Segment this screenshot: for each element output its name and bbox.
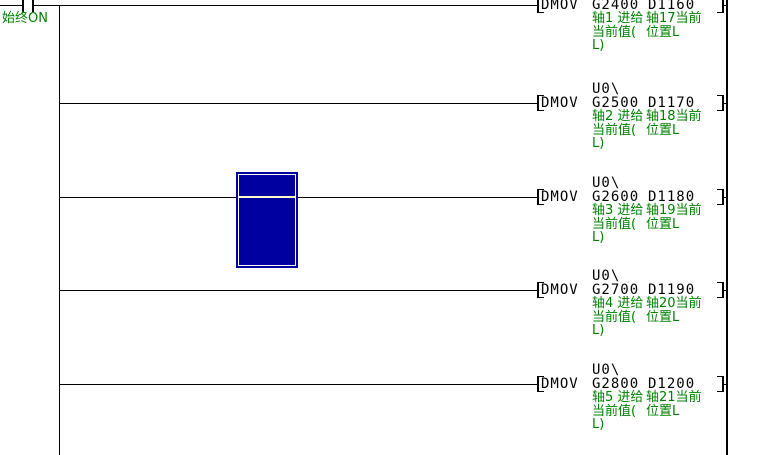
dest-operand[interactable]: D1180 [648, 189, 696, 205]
comment-line: 位置L [646, 24, 680, 40]
instruction-left-bracket [537, 189, 544, 205]
instruction-mnemonic[interactable]: DMOV [541, 95, 579, 111]
source-operand[interactable]: G2600 [592, 189, 640, 205]
instruction-left-bracket [537, 282, 544, 298]
source-device-comment: 轴3 进给 当前值( L) [592, 204, 648, 245]
comment-line: 轴3 进给 [592, 203, 644, 218]
contact-comment-label: 始终ON [2, 11, 48, 26]
source-device-comment: 轴2 进给 当前值( L) [592, 110, 648, 151]
source-operand[interactable]: G2400 [592, 0, 640, 13]
source-device-comment: 轴4 进给 当前值( L) [592, 297, 648, 338]
comment-line: 轴17当前 [646, 11, 702, 26]
source-operand[interactable]: G2800 [592, 376, 640, 392]
dest-device-comment: 轴21当前 位置L [646, 391, 720, 418]
comment-line: 位置L [646, 122, 680, 138]
edit-cursor[interactable] [236, 172, 298, 268]
contact-symbol[interactable] [32, 0, 34, 12]
instruction-left-bracket [537, 95, 544, 111]
comment-line: 轴4 进给 [592, 296, 644, 311]
instruction-left-bracket [537, 0, 544, 13]
comment-line: 当前值( [592, 122, 637, 138]
source-operand[interactable]: G2500 [592, 95, 640, 111]
comment-line: 位置L [646, 403, 680, 419]
dest-device-comment: 轴19当前 位置L [646, 204, 720, 231]
instruction-mnemonic[interactable]: DMOV [541, 189, 579, 205]
comment-line: L) [592, 417, 605, 432]
source-device-comment: 轴1 进给 当前值( L) [592, 12, 648, 53]
rung-wire [59, 5, 537, 6]
wire-segment [722, 290, 727, 291]
instruction-right-bracket [717, 0, 724, 13]
edit-cursor-inner-border [238, 174, 296, 266]
comment-line: L) [592, 230, 605, 245]
dest-operand[interactable]: D1200 [648, 376, 696, 392]
comment-line: 当前值( [592, 24, 637, 40]
contact-symbol[interactable] [22, 0, 24, 12]
comment-line: 轴19当前 [646, 203, 702, 218]
wire-segment [722, 197, 727, 198]
dest-operand[interactable]: D1170 [648, 95, 696, 111]
comment-line: L) [592, 323, 605, 338]
instruction-mnemonic[interactable]: DMOV [541, 376, 579, 392]
comment-line: 位置L [646, 309, 680, 325]
comment-line: 轴1 进给 [592, 11, 644, 26]
comment-line: L) [592, 38, 605, 53]
unit-prefix-label: U0\ [592, 268, 621, 284]
dest-device-comment: 轴20当前 位置L [646, 297, 720, 324]
branch-vertical-wire [59, 5, 60, 455]
comment-line: L) [592, 136, 605, 151]
source-operand[interactable]: G2700 [592, 282, 640, 298]
dest-operand[interactable]: D1190 [648, 282, 696, 298]
comment-line: 位置L [646, 216, 680, 232]
rung-wire [59, 197, 537, 198]
unit-prefix-label: U0\ [592, 175, 621, 191]
comment-line: 轴5 进给 [592, 390, 644, 405]
instruction-mnemonic[interactable]: DMOV [541, 0, 579, 13]
dest-device-comment: 轴17当前 位置L [646, 12, 720, 39]
wire-segment [0, 5, 22, 6]
comment-line: 当前值( [592, 309, 637, 325]
wire-segment [34, 5, 59, 6]
comment-line: 当前值( [592, 216, 637, 232]
comment-line: 当前值( [592, 403, 637, 419]
comment-line: 轴18当前 [646, 109, 702, 124]
comment-line: 轴2 进给 [592, 109, 644, 124]
rung-wire [59, 290, 537, 291]
instruction-mnemonic[interactable]: DMOV [541, 282, 579, 298]
dest-device-comment: 轴18当前 位置L [646, 110, 720, 137]
right-power-rail [726, 0, 728, 455]
dest-operand[interactable]: D1160 [648, 0, 696, 13]
rung-wire [59, 103, 537, 104]
unit-prefix-label: U0\ [592, 81, 621, 97]
unit-prefix-label: U0\ [592, 362, 621, 378]
wire-segment [722, 5, 727, 6]
instruction-left-bracket [537, 376, 544, 392]
source-device-comment: 轴5 进给 当前值( L) [592, 391, 648, 432]
edit-cursor-wire-highlight [239, 196, 295, 198]
comment-line: 轴20当前 [646, 296, 702, 311]
wire-segment [722, 384, 727, 385]
comment-line: 轴21当前 [646, 390, 702, 405]
rung-wire [59, 384, 537, 385]
wire-segment [722, 103, 727, 104]
